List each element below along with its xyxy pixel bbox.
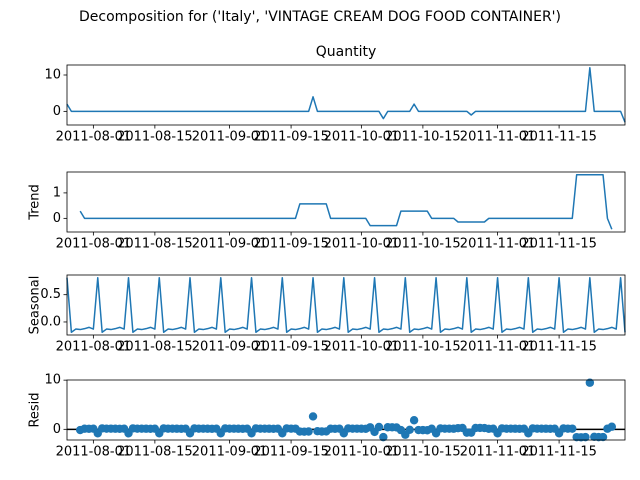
resid-point — [405, 425, 414, 435]
y-tick-label: 1 — [53, 185, 61, 200]
x-tick-label: 2011-08-15 — [117, 340, 193, 355]
x-tick-label: 2011-08-15 — [117, 130, 193, 145]
x-tick-label: 2011-10-15 — [385, 445, 461, 460]
series-line — [66, 66, 626, 123]
x-tick-label: 2011-10-01 — [324, 445, 400, 460]
y-axis-label: Seasonal — [28, 276, 43, 335]
x-tick-label: 2011-09-15 — [253, 130, 329, 145]
x-tick-label: 2011-11-15 — [521, 237, 597, 252]
x-tick-label: 2011-10-01 — [324, 340, 400, 355]
series-line — [66, 276, 626, 334]
x-tick-label: 2011-08-15 — [117, 237, 193, 252]
resid-point — [568, 424, 577, 433]
y-tick-label: 0 — [53, 211, 61, 226]
x-tick-label: 2011-09-01 — [192, 237, 268, 252]
x-tick-label: 2011-09-15 — [253, 445, 329, 460]
resid-point — [607, 422, 617, 431]
x-tick-label: 2011-09-15 — [253, 237, 329, 252]
resid-point — [379, 432, 388, 442]
axes-frame — [66, 379, 626, 441]
x-tick-label: 2011-09-15 — [253, 340, 329, 355]
axes-frame — [66, 171, 626, 233]
resid-point — [409, 416, 419, 425]
x-tick-label: 2011-09-01 — [192, 130, 268, 145]
x-tick-label: 2011-10-15 — [385, 237, 461, 252]
x-tick-label: 2011-11-01 — [460, 130, 536, 145]
x-tick-label: 2011-10-15 — [385, 130, 461, 145]
axes-frame — [66, 64, 626, 126]
y-tick-label: 10 — [44, 373, 61, 388]
x-tick-label: 2011-11-15 — [521, 130, 597, 145]
resid-point — [374, 422, 384, 432]
x-tick-label: 2011-11-01 — [460, 445, 536, 460]
y-tick-label: 0.5 — [40, 287, 61, 302]
x-tick-label: 2011-10-15 — [385, 340, 461, 355]
x-tick-label: 2011-08-01 — [56, 130, 132, 145]
resid-point — [308, 412, 318, 421]
resid-point — [581, 432, 590, 442]
y-tick-label: 0.0 — [40, 314, 61, 329]
x-tick-label: 2011-11-01 — [460, 237, 536, 252]
resid-point — [585, 378, 595, 387]
x-tick-label: 2011-09-01 — [192, 445, 268, 460]
x-tick-label: 2011-08-15 — [117, 445, 193, 460]
y-axis-label: Trend — [28, 184, 43, 221]
x-tick-label: 2011-08-01 — [56, 445, 132, 460]
series-line — [79, 173, 613, 230]
resid-point — [304, 427, 313, 436]
chart-title: Decomposition for ('Italy', 'VINTAGE CRE… — [79, 9, 561, 25]
y-tick-label: 0 — [53, 104, 61, 119]
y-tick-label: 10 — [44, 68, 61, 83]
x-tick-label: 2011-08-01 — [56, 340, 132, 355]
x-tick-label: 2011-10-01 — [324, 237, 400, 252]
x-tick-label: 2011-11-01 — [460, 340, 536, 355]
x-tick-label: 2011-11-15 — [521, 445, 597, 460]
y-axis-label: Resid — [28, 392, 43, 427]
x-tick-label: 2011-09-01 — [192, 340, 268, 355]
x-tick-label: 2011-11-15 — [521, 340, 597, 355]
y-tick-label: 0 — [53, 422, 61, 437]
x-tick-label: 2011-10-01 — [324, 130, 400, 145]
panel-title: Quantity — [316, 44, 377, 60]
x-tick-label: 2011-08-01 — [56, 237, 132, 252]
resid-point — [598, 432, 608, 442]
axes-frame — [66, 274, 626, 336]
